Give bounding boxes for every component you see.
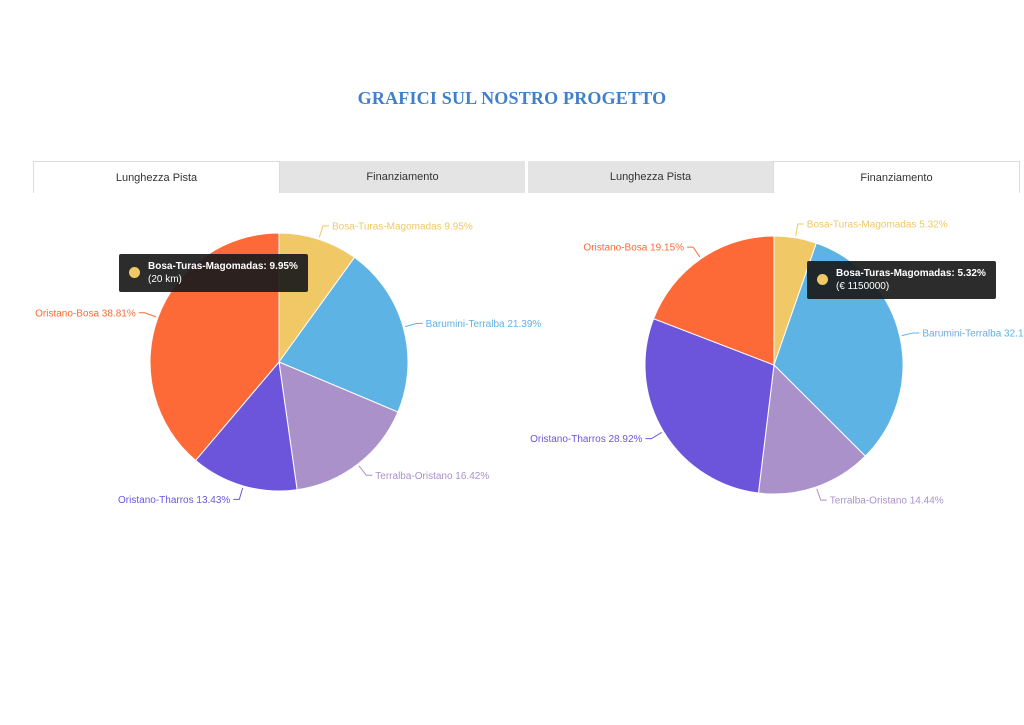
page-title: GRAFICI SUL NOSTRO PROGETTO: [357, 88, 667, 108]
tab-bar: Lunghezza Pista Finanziamento: [33, 161, 525, 193]
pie-slice-oristano-bosa[interactable]: [652, 235, 775, 366]
pie-chart-lunghezza: Bosa-Turas-Magomadas 9.95% Barumini-Terra…: [35, 221, 541, 505]
tooltip-value: (20 km): [148, 274, 182, 285]
chart-panel-finanziamento: Lunghezza Pista Finanziamento Bosa-Turas…: [528, 161, 1024, 507]
pie-label-oristano-bosa: Oristano-Bosa 38.81%: [35, 308, 136, 319]
tab-lunghezza-pista[interactable]: Lunghezza Pista: [33, 161, 280, 193]
tooltip-label: Bosa-Turas-Magomadas: 5.32%: [836, 268, 986, 279]
label-leader-line: [318, 225, 329, 238]
chart-panel-lunghezza: Lunghezza Pista Finanziamento Bosa-Turas…: [33, 161, 541, 506]
pie-label-barumini-terralba: Barumini-Terralba 21.39%: [426, 319, 542, 330]
pie-slice-terralba-oristano[interactable]: [278, 361, 399, 491]
pie-slice-terralba-oristano[interactable]: [757, 363, 867, 495]
tab-finanziamento[interactable]: Finanziamento: [773, 161, 1020, 193]
pie-slice-oristano-tharros[interactable]: [644, 318, 775, 494]
chart-tooltip: Bosa-Turas-Magomadas: 9.95% (20 km): [119, 254, 308, 292]
tab-finanziamento[interactable]: Finanziamento: [280, 161, 525, 193]
tooltip-value: (€ 1150000): [836, 281, 890, 292]
chart-tooltip: Bosa-Turas-Magomadas: 5.32% (€ 1150000): [807, 261, 996, 299]
pie-label-barumini-terralba: Barumini-Terralba 32.16%: [922, 328, 1024, 339]
pie-label-bosa-turas-magomadas: Bosa-Turas-Magomadas 9.95%: [332, 221, 473, 232]
pie-label-bosa-turas-magomadas: Bosa-Turas-Magomadas 5.32%: [807, 219, 948, 230]
label-leader-line: [795, 223, 804, 236]
tooltip-color-dot: [817, 273, 828, 285]
label-leader-line: [138, 312, 157, 318]
pie-slice-oristano-tharros[interactable]: [194, 360, 298, 492]
label-leader-line: [233, 487, 244, 500]
label-leader-line: [358, 465, 373, 476]
pie-label-oristano-tharros: Oristano-Tharros 13.43%: [118, 495, 230, 506]
tab-bar: Lunghezza Pista Finanziamento: [528, 161, 1020, 193]
pie-chart-finanziamento: Bosa-Turas-Magomadas 5.32% Barumini-Terra…: [530, 219, 1024, 506]
label-leader-line: [687, 246, 701, 258]
pie-label-oristano-bosa: Oristano-Bosa 19.15%: [583, 243, 684, 254]
label-leader-line: [816, 488, 827, 501]
pie-label-terralba-oristano: Terralba-Oristano 14.44%: [830, 496, 944, 507]
pie-slice-barumini-terralba[interactable]: [278, 256, 409, 413]
pie-label-terralba-oristano: Terralba-Oristano 16.42%: [375, 471, 489, 482]
pie-label-oristano-tharros: Oristano-Tharros 28.92%: [530, 434, 642, 445]
tab-lunghezza-pista[interactable]: Lunghezza Pista: [528, 161, 773, 193]
label-leader-line: [645, 432, 662, 440]
tooltip-label: Bosa-Turas-Magomadas: 9.95%: [148, 261, 298, 272]
tooltip-color-dot: [129, 266, 140, 278]
label-leader-line: [901, 332, 920, 337]
label-leader-line: [404, 322, 423, 328]
